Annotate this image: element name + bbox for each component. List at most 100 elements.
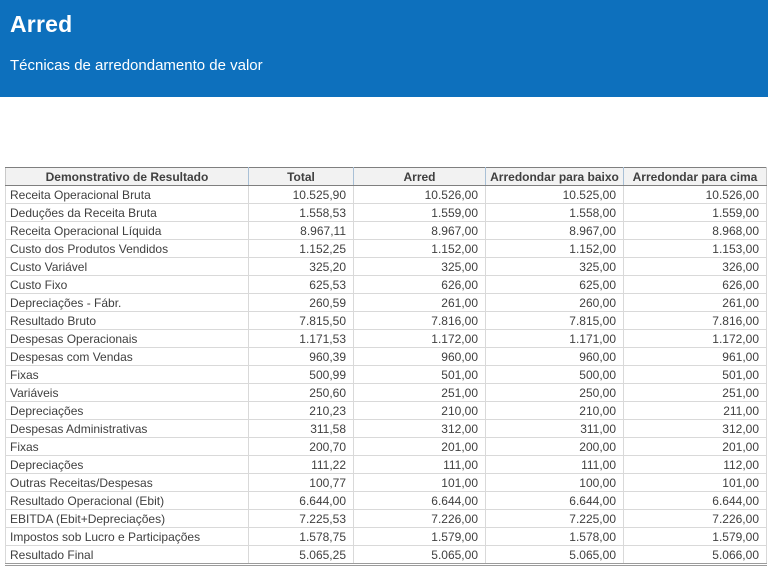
row-label-cell[interactable]: Outras Receitas/Despesas xyxy=(5,473,249,492)
column-header-arredondar-cima[interactable]: Arredondar para cima xyxy=(623,167,767,186)
row-label-cell[interactable]: Fixas xyxy=(5,365,249,384)
row-value-cell[interactable]: 101,00 xyxy=(623,473,767,492)
row-value-cell[interactable]: 250,60 xyxy=(248,383,354,402)
row-value-cell[interactable]: 311,58 xyxy=(248,419,354,438)
row-value-cell[interactable]: 8.968,00 xyxy=(623,221,767,240)
row-value-cell[interactable]: 312,00 xyxy=(353,419,486,438)
row-value-cell[interactable]: 1.171,53 xyxy=(248,329,354,348)
column-header-demonstrativo[interactable]: Demonstrativo de Resultado xyxy=(5,167,249,186)
row-label-cell[interactable]: Despesas com Vendas xyxy=(5,347,249,366)
row-value-cell[interactable]: 325,00 xyxy=(485,257,624,276)
row-value-cell[interactable]: 1.579,00 xyxy=(623,527,767,546)
row-label-cell[interactable]: Depreciações - Fábr. xyxy=(5,293,249,312)
column-header-total[interactable]: Total xyxy=(248,167,354,186)
row-value-cell[interactable]: 5.065,25 xyxy=(248,545,354,566)
row-value-cell[interactable]: 5.065,00 xyxy=(485,545,624,566)
row-value-cell[interactable]: 8.967,00 xyxy=(485,221,624,240)
row-value-cell[interactable]: 210,00 xyxy=(353,401,486,420)
row-value-cell[interactable]: 961,00 xyxy=(623,347,767,366)
row-value-cell[interactable]: 200,00 xyxy=(485,437,624,456)
row-value-cell[interactable]: 111,22 xyxy=(248,455,354,474)
row-value-cell[interactable]: 1.172,00 xyxy=(353,329,486,348)
row-value-cell[interactable]: 1.559,00 xyxy=(623,203,767,222)
row-value-cell[interactable]: 100,77 xyxy=(248,473,354,492)
row-value-cell[interactable]: 500,00 xyxy=(485,365,624,384)
row-value-cell[interactable]: 626,00 xyxy=(353,275,486,294)
row-value-cell[interactable]: 6.644,00 xyxy=(485,491,624,510)
row-label-cell[interactable]: EBITDA (Ebit+Depreciações) xyxy=(5,509,249,528)
row-value-cell[interactable]: 8.967,11 xyxy=(248,221,354,240)
row-label-cell[interactable]: Variáveis xyxy=(5,383,249,402)
row-value-cell[interactable]: 7.225,00 xyxy=(485,509,624,528)
row-label-cell[interactable]: Despesas Administrativas xyxy=(5,419,249,438)
row-value-cell[interactable]: 210,00 xyxy=(485,401,624,420)
row-value-cell[interactable]: 960,00 xyxy=(353,347,486,366)
row-label-cell[interactable]: Despesas Operacionais xyxy=(5,329,249,348)
row-label-cell[interactable]: Depreciações xyxy=(5,455,249,474)
row-value-cell[interactable]: 1.152,00 xyxy=(485,239,624,258)
row-value-cell[interactable]: 1.578,00 xyxy=(485,527,624,546)
row-value-cell[interactable]: 1.152,25 xyxy=(248,239,354,258)
row-value-cell[interactable]: 6.644,00 xyxy=(353,491,486,510)
row-value-cell[interactable]: 251,00 xyxy=(623,383,767,402)
row-value-cell[interactable]: 1.578,75 xyxy=(248,527,354,546)
row-value-cell[interactable]: 260,00 xyxy=(485,293,624,312)
row-label-cell[interactable]: Impostos sob Lucro e Participações xyxy=(5,527,249,546)
row-value-cell[interactable]: 7.226,00 xyxy=(623,509,767,528)
row-value-cell[interactable]: 10.526,00 xyxy=(353,185,486,204)
column-header-arredondar-baixo[interactable]: Arredondar para baixo xyxy=(485,167,624,186)
row-value-cell[interactable]: 1.153,00 xyxy=(623,239,767,258)
column-header-arred[interactable]: Arred xyxy=(353,167,486,186)
row-label-cell[interactable]: Fixas xyxy=(5,437,249,456)
row-value-cell[interactable]: 960,00 xyxy=(485,347,624,366)
row-value-cell[interactable]: 7.226,00 xyxy=(353,509,486,528)
row-label-cell[interactable]: Receita Operacional Líquida xyxy=(5,221,249,240)
row-value-cell[interactable]: 8.967,00 xyxy=(353,221,486,240)
row-label-cell[interactable]: Resultado Final xyxy=(5,545,249,566)
row-value-cell[interactable]: 10.525,00 xyxy=(485,185,624,204)
row-value-cell[interactable]: 1.579,00 xyxy=(353,527,486,546)
row-value-cell[interactable]: 325,20 xyxy=(248,257,354,276)
row-label-cell[interactable]: Custo Variável xyxy=(5,257,249,276)
row-value-cell[interactable]: 261,00 xyxy=(353,293,486,312)
row-value-cell[interactable]: 960,39 xyxy=(248,347,354,366)
row-value-cell[interactable]: 210,23 xyxy=(248,401,354,420)
row-value-cell[interactable]: 111,00 xyxy=(485,455,624,474)
row-value-cell[interactable]: 10.526,00 xyxy=(623,185,767,204)
row-value-cell[interactable]: 6.644,00 xyxy=(248,491,354,510)
row-value-cell[interactable]: 112,00 xyxy=(623,455,767,474)
row-value-cell[interactable]: 10.525,90 xyxy=(248,185,354,204)
row-value-cell[interactable]: 311,00 xyxy=(485,419,624,438)
row-value-cell[interactable]: 1.558,53 xyxy=(248,203,354,222)
row-value-cell[interactable]: 312,00 xyxy=(623,419,767,438)
row-value-cell[interactable]: 501,00 xyxy=(353,365,486,384)
row-value-cell[interactable]: 261,00 xyxy=(623,293,767,312)
row-value-cell[interactable]: 7.816,00 xyxy=(353,311,486,330)
row-value-cell[interactable]: 1.558,00 xyxy=(485,203,624,222)
row-value-cell[interactable]: 101,00 xyxy=(353,473,486,492)
row-value-cell[interactable]: 260,59 xyxy=(248,293,354,312)
row-value-cell[interactable]: 7.815,50 xyxy=(248,311,354,330)
row-value-cell[interactable]: 251,00 xyxy=(353,383,486,402)
row-label-cell[interactable]: Custo Fixo xyxy=(5,275,249,294)
row-label-cell[interactable]: Resultado Operacional (Ebit) xyxy=(5,491,249,510)
row-value-cell[interactable]: 1.152,00 xyxy=(353,239,486,258)
row-value-cell[interactable]: 7.815,00 xyxy=(485,311,624,330)
row-value-cell[interactable]: 201,00 xyxy=(353,437,486,456)
row-value-cell[interactable]: 1.171,00 xyxy=(485,329,624,348)
row-value-cell[interactable]: 200,70 xyxy=(248,437,354,456)
row-value-cell[interactable]: 100,00 xyxy=(485,473,624,492)
row-value-cell[interactable]: 501,00 xyxy=(623,365,767,384)
row-value-cell[interactable]: 6.644,00 xyxy=(623,491,767,510)
row-label-cell[interactable]: Deduções da Receita Bruta xyxy=(5,203,249,222)
row-value-cell[interactable]: 1.172,00 xyxy=(623,329,767,348)
row-value-cell[interactable]: 5.066,00 xyxy=(623,545,767,566)
row-label-cell[interactable]: Depreciações xyxy=(5,401,249,420)
row-value-cell[interactable]: 211,00 xyxy=(623,401,767,420)
row-value-cell[interactable]: 5.065,00 xyxy=(353,545,486,566)
row-value-cell[interactable]: 326,00 xyxy=(623,257,767,276)
row-value-cell[interactable]: 7.816,00 xyxy=(623,311,767,330)
row-label-cell[interactable]: Receita Operacional Bruta xyxy=(5,185,249,204)
row-value-cell[interactable]: 626,00 xyxy=(623,275,767,294)
row-value-cell[interactable]: 7.225,53 xyxy=(248,509,354,528)
